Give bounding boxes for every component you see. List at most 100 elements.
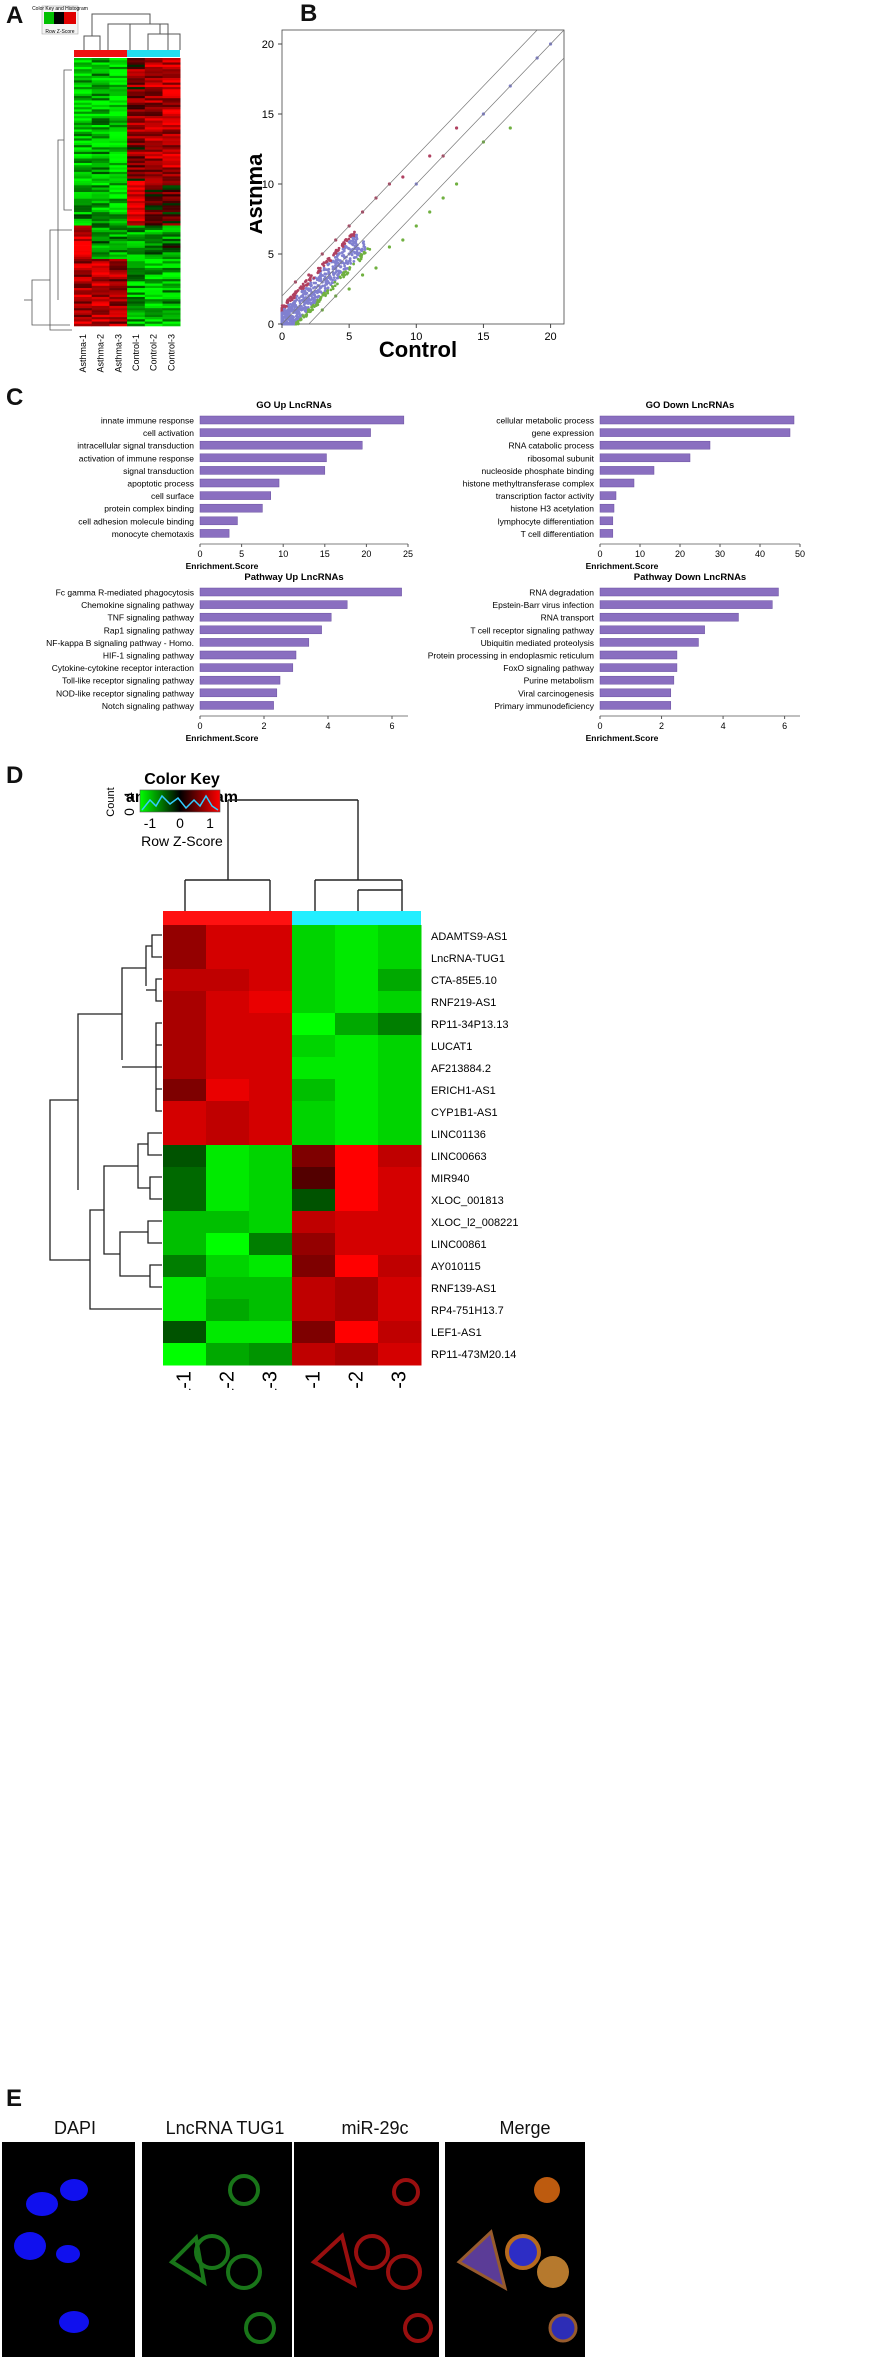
- heatmap-cell: [74, 169, 92, 173]
- heatmap-cell: [127, 216, 146, 220]
- scatter-point: [363, 251, 367, 255]
- heatmap-cell: [127, 162, 146, 166]
- heatmap-cell: [91, 323, 110, 327]
- heatmap-cell: [163, 1255, 207, 1278]
- heatmap-cell: [144, 109, 163, 112]
- heatmap-cell: [74, 131, 92, 135]
- heatmap-cell: [91, 299, 110, 302]
- scatter-point: [301, 307, 305, 311]
- heatmap-cell: [91, 165, 110, 168]
- heatmap-cell: [91, 296, 110, 300]
- heatmap-cell: [144, 243, 163, 246]
- scatter-point: [280, 317, 284, 321]
- y-tick-label: 20: [262, 39, 274, 51]
- y-tick-label: 15: [262, 109, 274, 121]
- scatter-point: [316, 266, 320, 270]
- heatmap-cell: [127, 147, 146, 150]
- heatmap-cell: [144, 310, 163, 313]
- scatter-point: [285, 322, 289, 326]
- bar: [599, 612, 739, 622]
- heatmap-cell: [74, 308, 92, 311]
- heatmap-cell: [127, 232, 146, 235]
- heatmap-cell: [91, 225, 110, 229]
- bar-chart: GO Down LncRNAs cellular metabolic proces…: [463, 400, 805, 571]
- bar: [599, 415, 795, 425]
- heatmap-cell: [74, 317, 92, 320]
- heatmap-cell: [162, 256, 181, 260]
- scatter-point: [333, 284, 337, 288]
- heatmap-cell: [144, 259, 163, 262]
- heatmap-cell: [74, 314, 92, 318]
- scatter-point: [289, 322, 293, 326]
- bar: [199, 600, 348, 609]
- heatmap-cell: [162, 156, 181, 159]
- heatmap-cell: [127, 136, 146, 139]
- scatter-point: [307, 278, 311, 282]
- category-label: Chemokine signaling pathway: [81, 600, 195, 610]
- heatmap-cell: [91, 66, 110, 70]
- heatmap-cell: [162, 120, 181, 124]
- heatmap-cell: [127, 133, 146, 137]
- heatmap-cell: [91, 169, 110, 173]
- heatmap-cell: [109, 75, 128, 79]
- heatmap-cell: [109, 140, 128, 144]
- heatmap-cell: [74, 185, 92, 188]
- cell: [228, 2174, 260, 2206]
- scatter-point: [340, 244, 344, 247]
- heatmap-cell: [249, 1255, 293, 1278]
- panel-label-d: D: [6, 762, 24, 789]
- heatmap-cell: [74, 165, 92, 168]
- scatter-point: [318, 272, 322, 275]
- heatmap-cell: [144, 250, 163, 253]
- heatmap-cell: [127, 151, 146, 155]
- scatter-point: [337, 272, 340, 276]
- heatmap-cell: [109, 203, 128, 206]
- x-tick-label: 0: [197, 721, 202, 731]
- heatmap-cell: [74, 229, 92, 233]
- heatmap-cell: [206, 1145, 250, 1168]
- heatmap-cell: [162, 140, 181, 144]
- heatmap-cell: [127, 256, 146, 260]
- heatmap-cell: [144, 323, 163, 327]
- heatmap-cell: [144, 212, 163, 215]
- heatmap-cell: [74, 107, 92, 110]
- scatter-point: [306, 306, 310, 309]
- dapi-image: [2, 2142, 135, 2357]
- heatmap-cell: [109, 78, 128, 81]
- heatmap-cell: [109, 312, 128, 316]
- heatmap-cell: [292, 1233, 336, 1256]
- heatmap-cell: [144, 267, 163, 271]
- heatmap-cell: [162, 200, 181, 204]
- heatmap-cell: [162, 238, 181, 242]
- y-axis-label: Asthma: [250, 153, 267, 234]
- scatter-point-up: [454, 126, 459, 130]
- heatmap-cell: [378, 1255, 422, 1278]
- row-label: XLOC_001813: [431, 1195, 504, 1207]
- scatter-point: [346, 271, 350, 275]
- heatmap-cell: [91, 238, 110, 242]
- heatmap-cell: [335, 1233, 379, 1256]
- heatmap-cell: [74, 116, 92, 119]
- x-tick-label: 5: [239, 549, 244, 559]
- heatmap-cell: [74, 178, 92, 182]
- heatmap-cell: [292, 1277, 336, 1300]
- heatmap-cell: [91, 254, 110, 258]
- heatmap-cell: [127, 98, 146, 101]
- heatmap-cell: [74, 214, 92, 217]
- heatmap-cell: [162, 185, 181, 188]
- heatmap-cell: [162, 109, 181, 112]
- scatter-point: [358, 259, 362, 263]
- scatter-point: [337, 252, 341, 256]
- scatter-point: [280, 308, 284, 311]
- category-label: RNA transport: [541, 613, 595, 623]
- column-label: Control-2: [149, 334, 159, 371]
- heatmap-cell: [74, 154, 92, 157]
- heatmap-cell: [74, 252, 92, 255]
- heatmap-cell: [163, 1013, 207, 1036]
- heatmap-cell: [74, 125, 92, 128]
- heatmap-cell: [127, 209, 146, 213]
- heatmap-cell: [109, 232, 128, 235]
- count-tick-0: 0: [121, 808, 137, 816]
- heatmap-cell: [109, 225, 128, 229]
- cell: [310, 2232, 358, 2288]
